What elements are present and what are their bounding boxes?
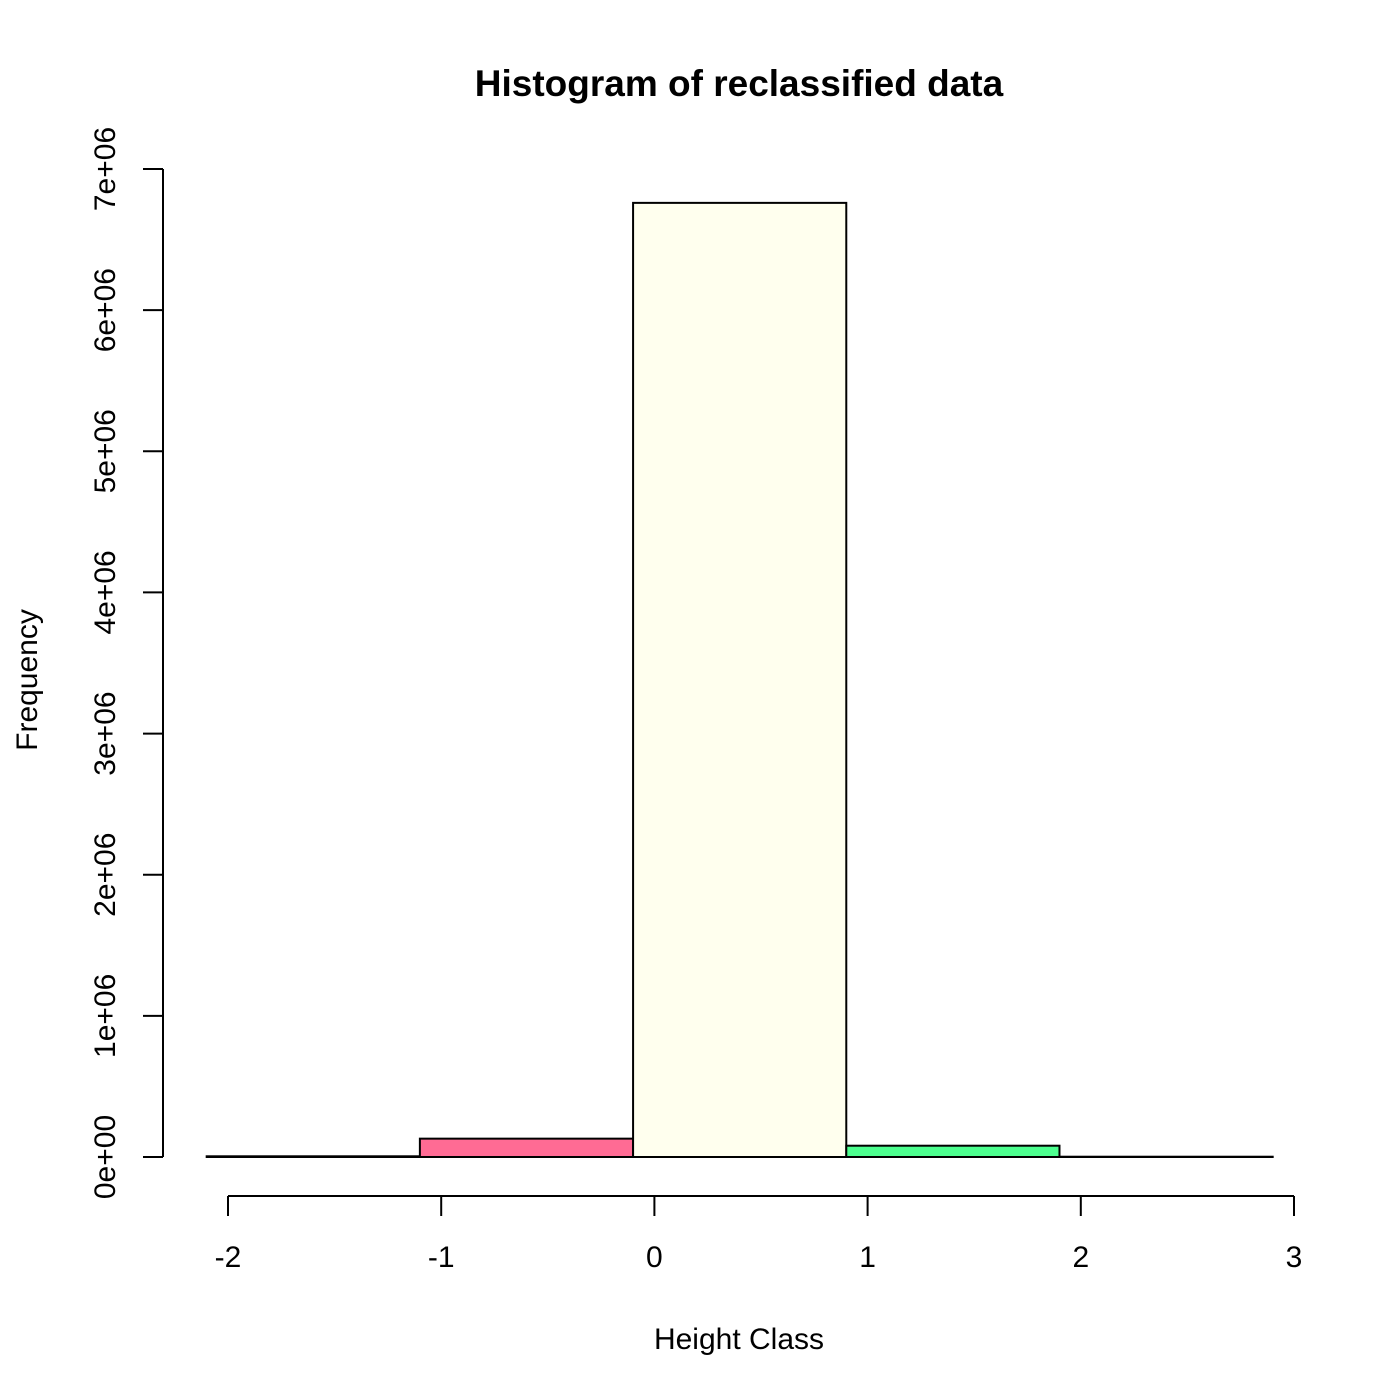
y-tick-label-5: 5e+06 — [89, 409, 122, 493]
y-tick-label-3: 3e+06 — [89, 691, 122, 775]
x-tick-label-3: 1 — [859, 1241, 876, 1274]
y-tick-label-2: 2e+06 — [89, 833, 122, 917]
y-tick-label-6: 6e+06 — [89, 268, 122, 352]
chart-title: Histogram of reclassified data — [475, 63, 1004, 104]
x-tick-label-2: 0 — [646, 1241, 663, 1274]
y-tick-label-0: 0e+00 — [89, 1115, 122, 1199]
y-tick-label-4: 4e+06 — [89, 550, 122, 634]
x-axis-label: Height Class — [654, 1323, 824, 1356]
histogram-bar-3 — [845, 1144, 1061, 1159]
histogram-bar-2 — [632, 201, 848, 1159]
x-tick-label-1: -1 — [428, 1241, 455, 1274]
x-tick-label-4: 2 — [1072, 1241, 1089, 1274]
bars-group — [205, 201, 1274, 1159]
y-axis-label: Frequency — [11, 609, 44, 751]
y-axis: 0e+00 1e+06 2e+06 3e+06 4e+06 5e+06 6e+06 7e+06 — [89, 127, 164, 1199]
x-tick-label-5: 3 — [1286, 1241, 1303, 1274]
x-tick-label-0: -2 — [215, 1241, 242, 1274]
y-tick-label-7: 7e+06 — [89, 127, 122, 211]
histogram-bar-0 — [205, 1155, 421, 1159]
x-axis: -2 -1 0 1 2 3 — [215, 1195, 1303, 1274]
y-tick-label-1: 1e+06 — [89, 974, 122, 1058]
histogram-bar-1 — [418, 1137, 635, 1159]
